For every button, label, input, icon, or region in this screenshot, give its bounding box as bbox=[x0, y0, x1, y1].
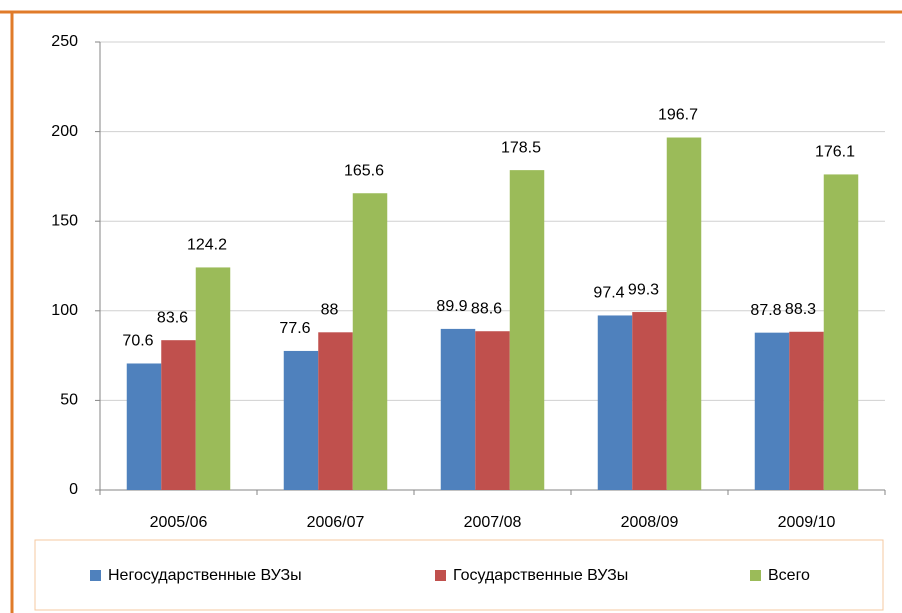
legend-swatch bbox=[750, 570, 761, 581]
bar bbox=[195, 267, 231, 490]
bar bbox=[823, 174, 859, 490]
bar bbox=[789, 331, 824, 490]
bar bbox=[509, 170, 545, 491]
data-label: 88.6 bbox=[471, 300, 502, 317]
bar bbox=[754, 332, 790, 490]
y-tick-label: 200 bbox=[51, 123, 78, 140]
bar bbox=[283, 350, 319, 490]
bar bbox=[352, 193, 388, 490]
x-tick-label: 2009/10 bbox=[778, 514, 836, 531]
y-tick-label: 150 bbox=[51, 212, 78, 229]
data-label: 97.4 bbox=[593, 285, 624, 302]
data-label: 124.2 bbox=[187, 237, 227, 254]
legend-label: Государственные ВУЗы bbox=[453, 567, 628, 584]
bar bbox=[597, 315, 633, 490]
data-label: 77.6 bbox=[279, 320, 310, 337]
y-tick-label: 100 bbox=[51, 302, 78, 319]
x-tick-label: 2005/06 bbox=[150, 514, 208, 531]
data-label: 176.1 bbox=[815, 144, 855, 161]
data-label: 88 bbox=[321, 302, 339, 319]
x-tick-label: 2008/09 bbox=[621, 514, 679, 531]
y-tick-label: 0 bbox=[69, 481, 78, 498]
data-label: 87.8 bbox=[750, 302, 781, 319]
legend-swatch bbox=[435, 570, 446, 581]
bar bbox=[161, 340, 196, 490]
legend-box bbox=[34, 539, 884, 611]
bar bbox=[440, 328, 476, 490]
bar bbox=[632, 312, 667, 490]
data-label: 88.3 bbox=[785, 301, 816, 318]
legend-label: Всего bbox=[768, 567, 810, 584]
data-label: 165.6 bbox=[344, 162, 384, 179]
x-tick-label: 2006/07 bbox=[307, 514, 365, 531]
data-label: 70.6 bbox=[122, 333, 153, 350]
y-tick-label: 50 bbox=[60, 392, 78, 409]
data-label: 83.6 bbox=[157, 309, 188, 326]
x-tick-label: 2007/08 bbox=[464, 514, 522, 531]
data-label: 178.5 bbox=[501, 139, 541, 156]
data-label: 196.7 bbox=[658, 107, 698, 124]
legend-label: Негосударственные ВУЗы bbox=[108, 567, 302, 584]
data-label: 89.9 bbox=[436, 298, 467, 315]
bar bbox=[666, 137, 702, 490]
legend-swatch bbox=[90, 570, 101, 581]
bar bbox=[126, 363, 162, 490]
bar bbox=[475, 331, 510, 490]
y-tick-label: 250 bbox=[51, 33, 78, 50]
bar bbox=[318, 332, 353, 490]
data-label: 99.3 bbox=[628, 281, 659, 298]
